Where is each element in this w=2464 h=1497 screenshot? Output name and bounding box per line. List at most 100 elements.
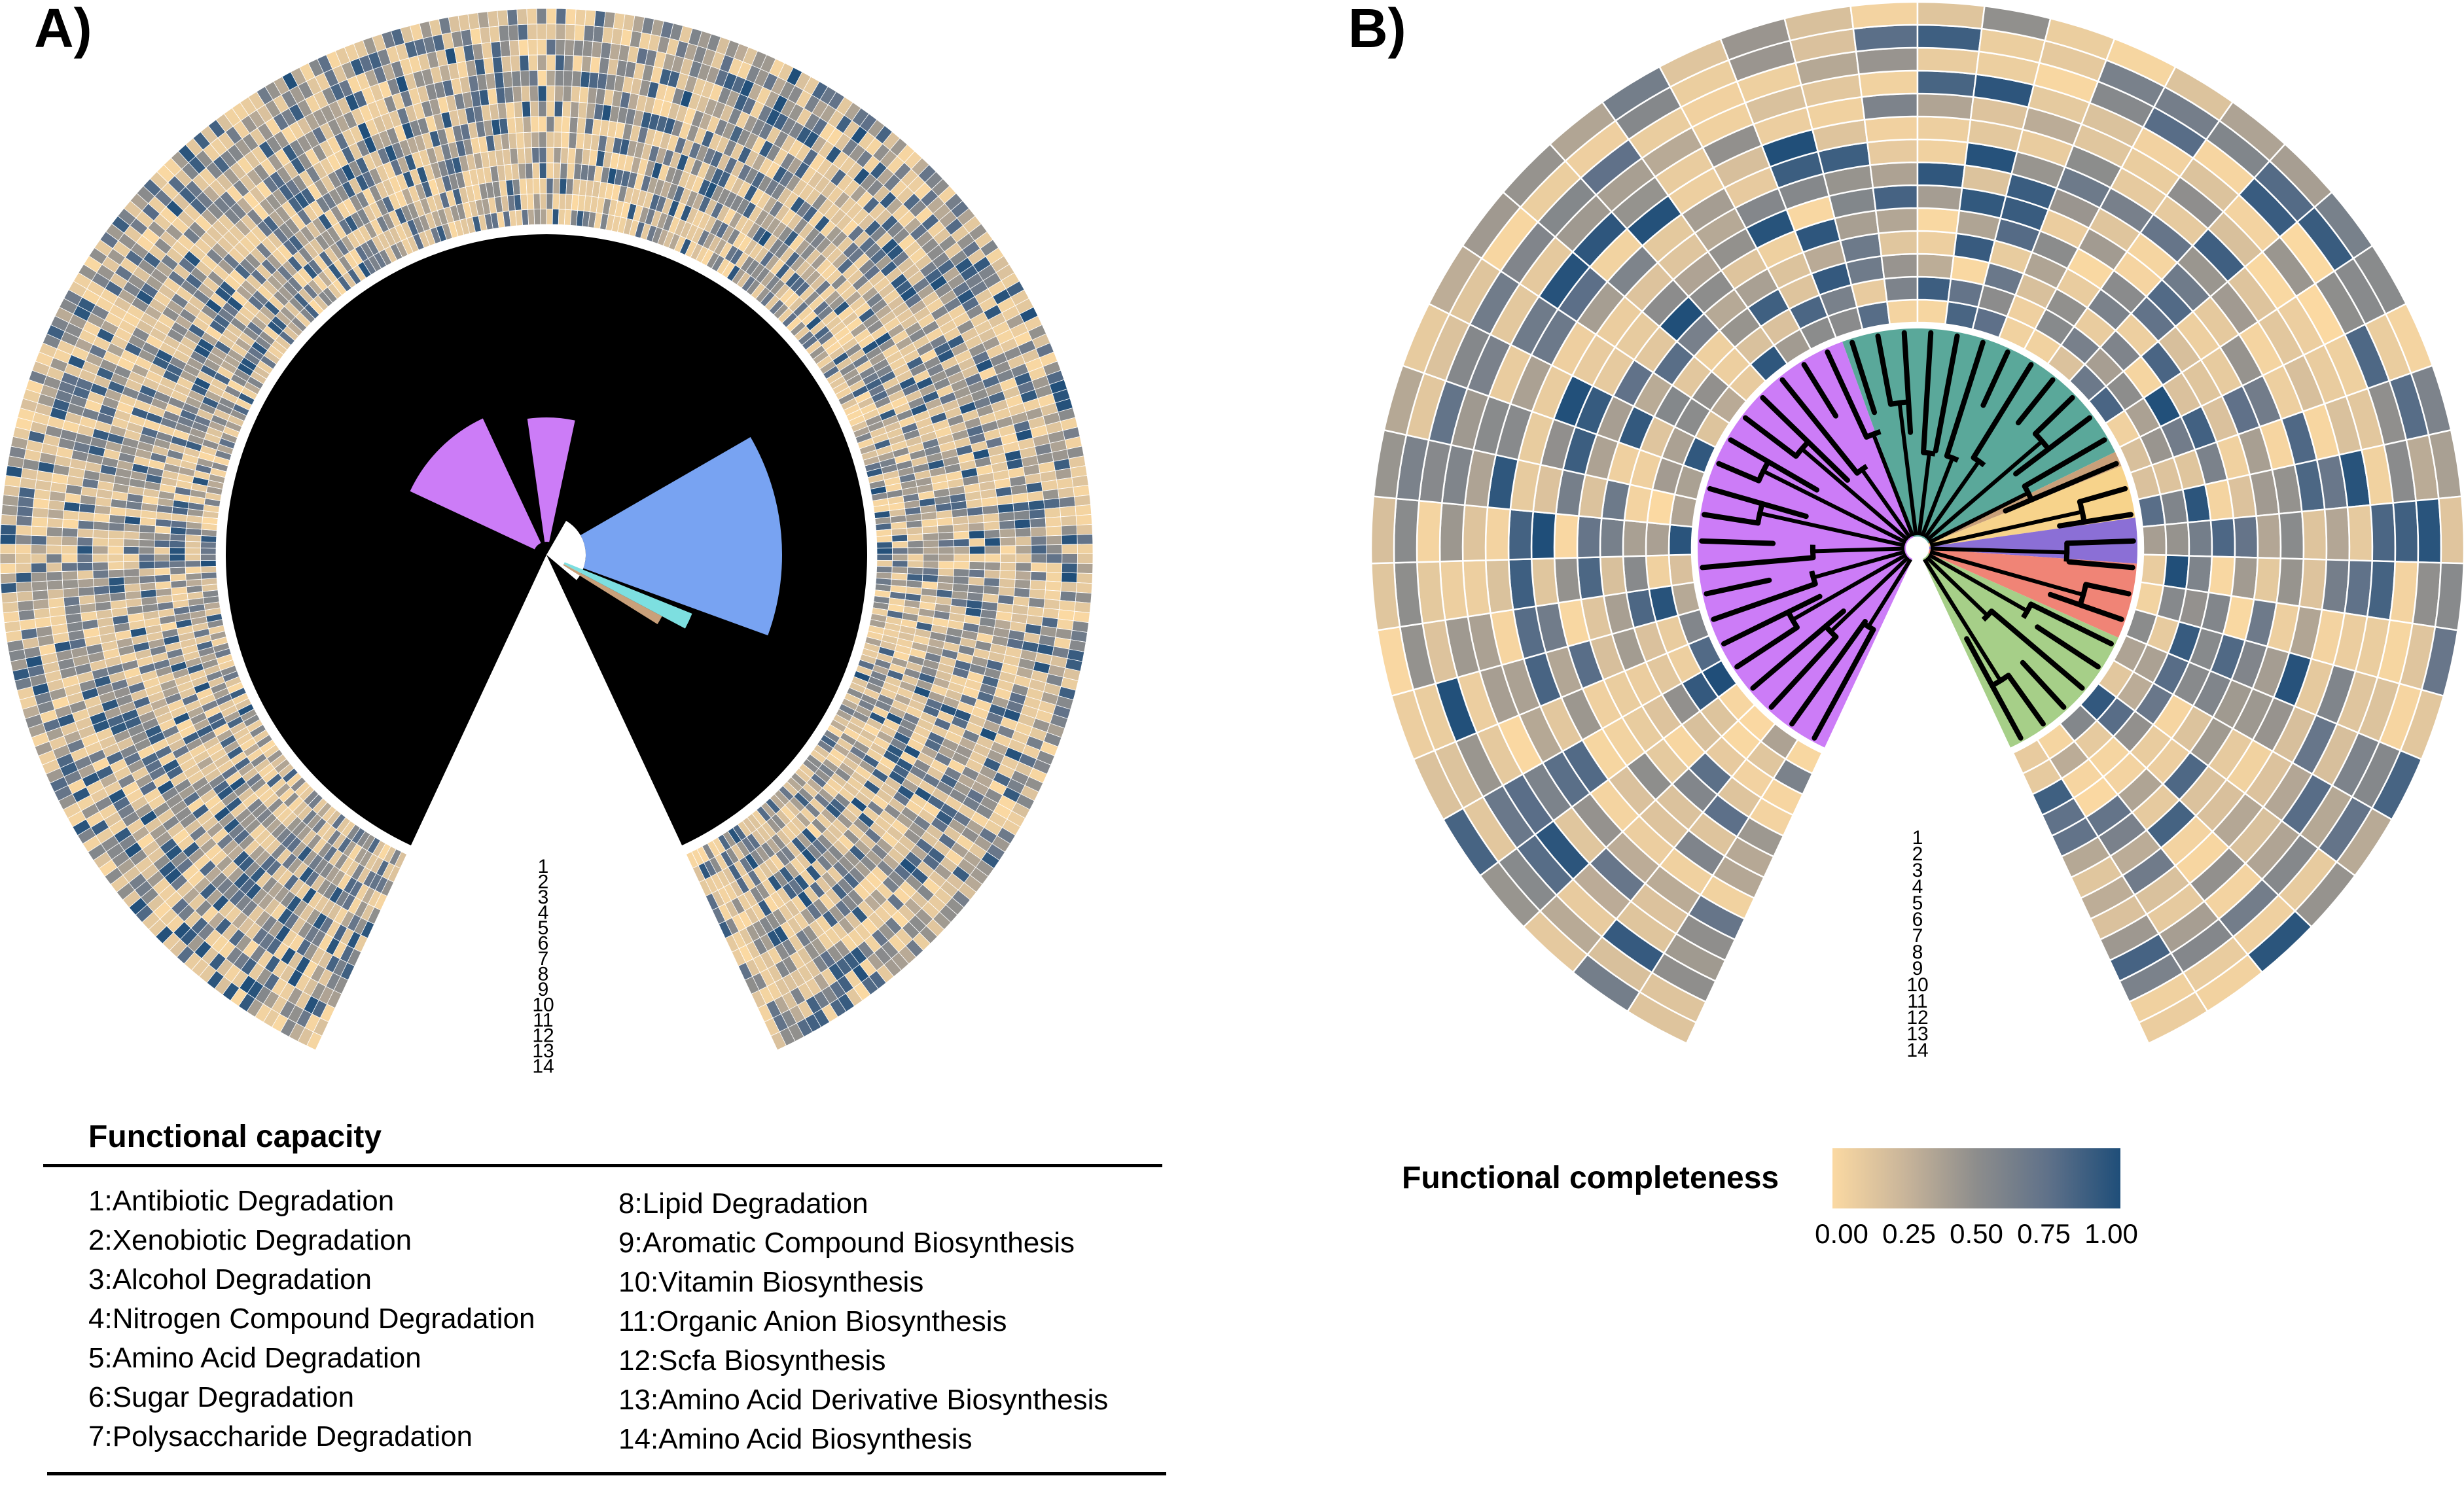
heatmap-cell: [558, 209, 566, 226]
heatmap-cell: [921, 518, 938, 527]
heatmap-cell: [139, 574, 156, 584]
heatmap-cell: [1507, 508, 1535, 561]
heatmap-cell: [969, 538, 986, 547]
heatmap-cell: [1861, 92, 1919, 121]
heatmap-cell: [1014, 579, 1031, 590]
heatmap-cell: [1030, 526, 1047, 537]
heatmap-cell: [31, 580, 48, 591]
heatmap-cell: [92, 545, 109, 555]
heatmap-cell: [1878, 230, 1919, 257]
heatmap-cell: [0, 544, 16, 554]
heatmap-cell: [984, 554, 1001, 563]
heatmap-cell: [1916, 1, 1986, 30]
heatmap-cell: [921, 525, 938, 535]
heatmap-cell: [1030, 562, 1047, 572]
heatmap-cell: [527, 24, 538, 41]
heatmap-cell: [93, 521, 110, 531]
heatmap-cell: [954, 554, 970, 562]
heatmap-cell: [531, 132, 540, 148]
heatmap-cell: [124, 523, 141, 533]
heatmap-cell: [2415, 497, 2442, 564]
heatmap-cell: [154, 560, 171, 569]
legend-item: 10:Vitamin Biosynthesis: [618, 1266, 924, 1298]
heatmap-cell: [507, 9, 518, 26]
heatmap-cell: [1576, 556, 1605, 601]
heatmap-cell: [1073, 484, 1090, 497]
heatmap-cell: [1015, 562, 1032, 572]
heatmap-cell: [1014, 518, 1031, 529]
heatmap-cell: [154, 574, 171, 583]
heatmap-cell: [138, 546, 155, 555]
heatmap-cell: [907, 554, 924, 561]
heatmap-cell: [138, 539, 155, 548]
heatmap-cell: [559, 178, 567, 195]
heatmap-cell: [77, 554, 93, 563]
heatmap-cell: [78, 586, 95, 597]
heatmap-cell: [937, 531, 954, 540]
heatmap-cell: [511, 70, 522, 88]
heatmap-cell: [2392, 499, 2419, 563]
heatmap-cell: [553, 147, 562, 164]
heatmap-cell: [952, 516, 969, 525]
heatmap-cell: [185, 534, 202, 542]
heatmap-cell: [109, 584, 126, 594]
panel-a-heatmap-cells: [0, 8, 1094, 1051]
heatmap-cell: [554, 116, 563, 133]
heatmap-cell: [525, 162, 533, 179]
heatmap-cell: [61, 554, 78, 563]
heatmap-cell: [527, 39, 538, 56]
heatmap-cell: [62, 518, 79, 529]
heatmap-cell: [969, 569, 986, 578]
heatmap-cell: [200, 559, 217, 567]
heatmap-cell: [1031, 554, 1047, 563]
heatmap-cell: [531, 162, 541, 179]
heatmap-cell: [77, 528, 94, 538]
heatmap-cell: [46, 571, 63, 582]
heatmap-cell: [569, 101, 580, 118]
heatmap-cell: [937, 574, 954, 584]
heatmap-cell: [154, 554, 170, 562]
heatmap-cell: [529, 101, 539, 117]
heatmap-cell: [0, 572, 17, 584]
heatmap-cell: [569, 116, 579, 133]
heatmap-cell: [492, 56, 503, 74]
heatmap-cell: [539, 177, 547, 194]
heatmap-cell: [1852, 24, 1919, 53]
heatmap-cell: [508, 132, 518, 150]
heatmap-cell: [891, 566, 908, 574]
heatmap-cell: [77, 578, 94, 588]
heatmap-cell: [1046, 563, 1063, 573]
heatmap-cell: [92, 569, 109, 579]
heatmap-cell: [77, 561, 94, 572]
legend-item: 7:Polysaccharide Degradation: [88, 1420, 473, 1453]
heatmap-cell: [564, 24, 576, 41]
heatmap-cell: [77, 537, 94, 546]
heatmap-cell: [937, 524, 954, 533]
heatmap-cell: [528, 54, 539, 71]
heatmap-cell: [546, 8, 557, 25]
heatmap-cell: [983, 521, 1000, 531]
heatmap-cell: [546, 193, 554, 209]
heatmap-cell: [968, 576, 985, 586]
heatmap-cell: [18, 609, 35, 622]
heatmap-cell: [938, 554, 955, 562]
heatmap-cell: [1058, 496, 1076, 508]
heatmap-cell: [575, 9, 586, 26]
panel-b-label: B): [1348, 0, 1406, 59]
heatmap-cell: [953, 568, 970, 578]
heatmap-cell: [124, 583, 141, 593]
heatmap-cell: [0, 563, 16, 574]
heatmap-cell: [1622, 519, 1649, 557]
heatmap-cell: [1015, 536, 1031, 546]
heatmap-cell: [1916, 184, 1963, 212]
heatmap-cell: [123, 568, 140, 578]
heatmap-cell: [516, 147, 526, 164]
heatmap-cell: [1015, 554, 1032, 563]
heatmap-cell: [1874, 207, 1919, 235]
heatmap-cell: [107, 554, 124, 563]
heatmap-cell: [1916, 207, 1961, 235]
heatmap-cell: [538, 101, 547, 117]
heatmap-cell: [1045, 516, 1062, 527]
heatmap-cell: [508, 24, 519, 41]
